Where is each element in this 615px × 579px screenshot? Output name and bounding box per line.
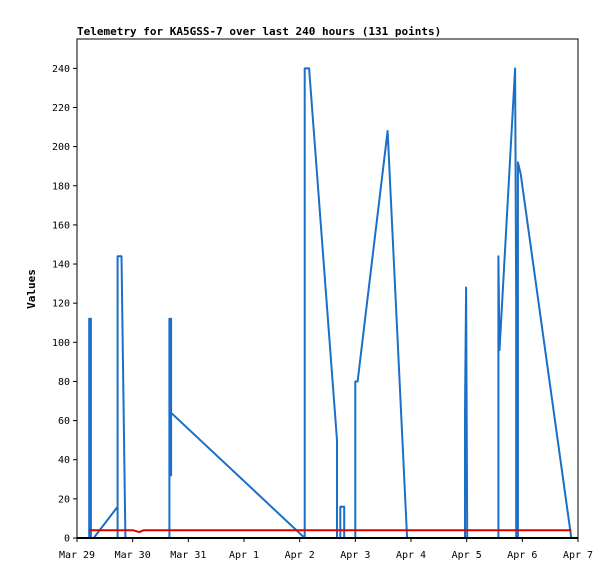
x-tick-label: Mar 30: [115, 550, 151, 561]
y-tick-label: 140: [52, 260, 70, 271]
y-tick-label: 0: [64, 534, 70, 545]
x-axis-ticks: Mar 29 Mar 30 Mar 31 Apr 1 Apr 2 Apr 3 Apr 4 Ap…: [59, 538, 593, 561]
y-tick-label: 100: [52, 338, 70, 349]
series-line-2: [89, 529, 572, 534]
x-tick-label: Apr 6: [507, 550, 537, 561]
chart-title: Telemetry for KA5GSS-7 over last 240 hou…: [77, 25, 441, 38]
y-tick-label: 160: [52, 220, 70, 231]
y-tick-label: 120: [52, 299, 70, 310]
x-tick-label: Apr 3: [340, 550, 370, 561]
x-tick-label: Apr 5: [452, 550, 482, 561]
y-axis-label: Values: [25, 269, 38, 309]
y-tick-label: 20: [58, 494, 70, 505]
y-tick-label: 180: [52, 181, 70, 192]
y-axis-ticks: 0 20 40 60 80 100 120 140 160 180 200 220 240: [52, 64, 77, 545]
x-tick-label: Apr 2: [285, 550, 315, 561]
y-tick-label: 80: [58, 377, 70, 388]
y-tick-label: 200: [52, 142, 70, 153]
y-tick-label: 60: [58, 416, 70, 427]
x-tick-label: Apr 7: [563, 550, 593, 561]
x-tick-label: Apr 1: [229, 550, 259, 561]
x-tick-label: Mar 29: [59, 550, 95, 561]
series-line-1: [88, 67, 573, 539]
x-tick-label: Mar 31: [170, 550, 206, 561]
y-tick-label: 220: [52, 103, 70, 114]
y-tick-label: 40: [58, 455, 70, 466]
y-tick-label: 240: [52, 64, 70, 75]
x-tick-label: Apr 4: [396, 550, 426, 561]
series-layer: [88, 67, 573, 539]
